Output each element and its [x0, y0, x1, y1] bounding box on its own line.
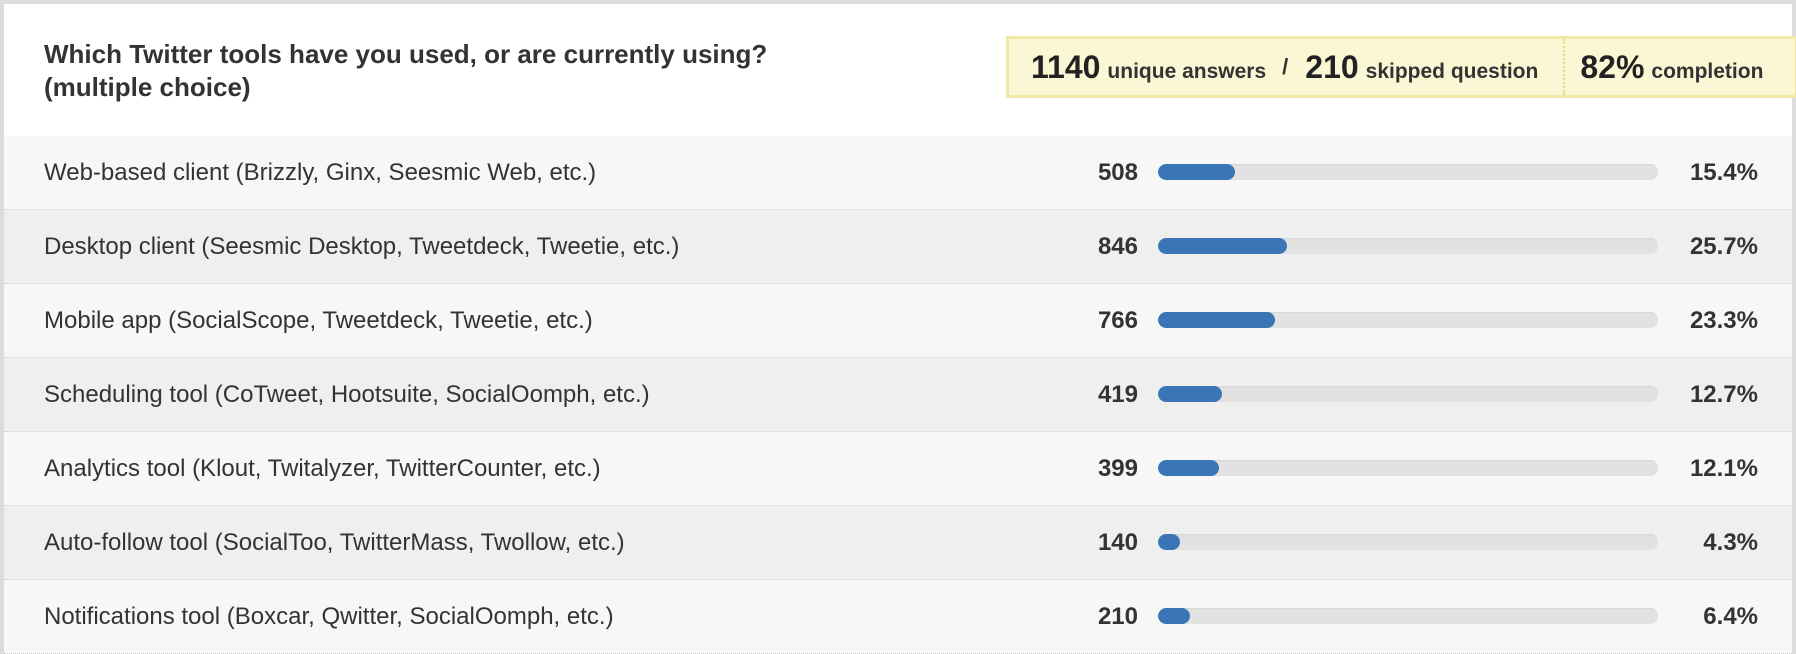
answer-percentage: 23.3% [1689, 307, 1758, 334]
answer-count: 210 [1097, 603, 1138, 630]
bar-track [1158, 460, 1658, 476]
answer-count: 140 [1097, 529, 1138, 556]
answer-percentage: 25.7% [1689, 233, 1758, 260]
question-title: Which Twitter tools have you used, or ar… [44, 38, 904, 104]
bar-track [1158, 608, 1658, 624]
answer-row: Desktop client (Seesmic Desktop, Tweetde… [4, 210, 1792, 284]
completion-label: completion [1651, 59, 1764, 83]
unique-answers-label: unique answers [1107, 59, 1267, 83]
answer-rows: Web-based client (Brizzly, Ginx, Seesmic… [4, 136, 1792, 654]
bar-fill [1158, 460, 1219, 476]
stats-divider [1563, 39, 1566, 95]
bar-fill [1158, 608, 1190, 624]
answer-percentage: 4.3% [1703, 529, 1758, 556]
answer-row: Analytics tool (Klout, Twitalyzer, Twitt… [4, 432, 1792, 506]
bar-fill [1158, 534, 1180, 550]
answer-row: Scheduling tool (CoTweet, Hootsuite, Soc… [4, 358, 1792, 432]
answer-label: Auto-follow tool (SocialToo, TwitterMass… [44, 529, 625, 556]
answer-row: Mobile app (SocialScope, Tweetdeck, Twee… [4, 284, 1792, 358]
answer-label: Scheduling tool (CoTweet, Hootsuite, Soc… [44, 381, 650, 408]
completion-stat: 82% completion [1580, 49, 1763, 86]
bar-track [1158, 312, 1658, 328]
answer-label: Mobile app (SocialScope, Tweetdeck, Twee… [44, 307, 593, 334]
bar-fill [1158, 312, 1275, 328]
stats-separator: / [1282, 54, 1289, 79]
answer-label: Analytics tool (Klout, Twitalyzer, Twitt… [44, 455, 601, 482]
answer-count: 766 [1097, 307, 1138, 334]
answer-label: Web-based client (Brizzly, Ginx, Seesmic… [44, 159, 597, 186]
bar-track [1158, 238, 1658, 254]
answer-label: Notifications tool (Boxcar, Qwitter, Soc… [44, 603, 614, 630]
bar-fill [1158, 238, 1287, 254]
bar-track [1158, 534, 1658, 550]
question-text: Which Twitter tools have you used, or ar… [44, 39, 768, 69]
unique-answers-value: 1140 [1031, 48, 1101, 85]
answer-count: 508 [1097, 159, 1138, 186]
unique-answers-stat: 1140 unique answers [1031, 49, 1266, 86]
skipped-question-label: skipped question [1365, 59, 1539, 83]
answer-count: 846 [1097, 233, 1138, 260]
response-stats-box: 1140 unique answers / 210 skipped questi… [1006, 36, 1796, 98]
answer-count: 419 [1097, 381, 1138, 408]
completion-value: 82% [1580, 48, 1645, 85]
question-header: Which Twitter tools have you used, or ar… [4, 4, 1796, 132]
question-subtext: (multiple choice) [44, 72, 251, 102]
answer-percentage: 15.4% [1689, 159, 1758, 186]
answer-row: Auto-follow tool (SocialToo, TwitterMass… [4, 506, 1792, 580]
answer-count: 399 [1097, 455, 1138, 482]
answer-label: Desktop client (Seesmic Desktop, Tweetde… [44, 233, 680, 260]
answer-percentage: 12.7% [1689, 381, 1758, 408]
bar-fill [1158, 164, 1235, 180]
answer-percentage: 12.1% [1689, 455, 1758, 482]
skipped-question-value: 210 [1305, 48, 1359, 85]
bar-track [1158, 386, 1658, 402]
answer-row: Notifications tool (Boxcar, Qwitter, Soc… [4, 580, 1792, 654]
bar-track [1158, 164, 1658, 180]
bar-fill [1158, 386, 1222, 402]
answer-row: Web-based client (Brizzly, Ginx, Seesmic… [4, 136, 1792, 210]
skipped-question-stat: 210 skipped question [1305, 49, 1538, 86]
answer-percentage: 6.4% [1703, 603, 1758, 630]
